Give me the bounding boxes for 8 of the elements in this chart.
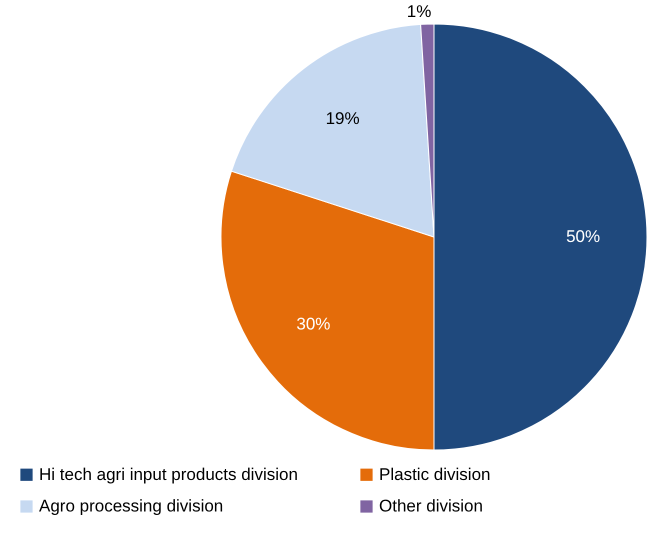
data-label: 50%: [566, 227, 600, 246]
legend-label: Agro processing division: [39, 496, 224, 516]
legend-label: Hi tech agri input products division: [39, 464, 298, 484]
legend-label: Plastic division: [379, 464, 490, 484]
data-label: 30%: [296, 314, 330, 334]
data-label: 1%: [406, 2, 432, 22]
legend-label: Other division: [379, 496, 483, 516]
data-label: 19%: [326, 109, 360, 128]
